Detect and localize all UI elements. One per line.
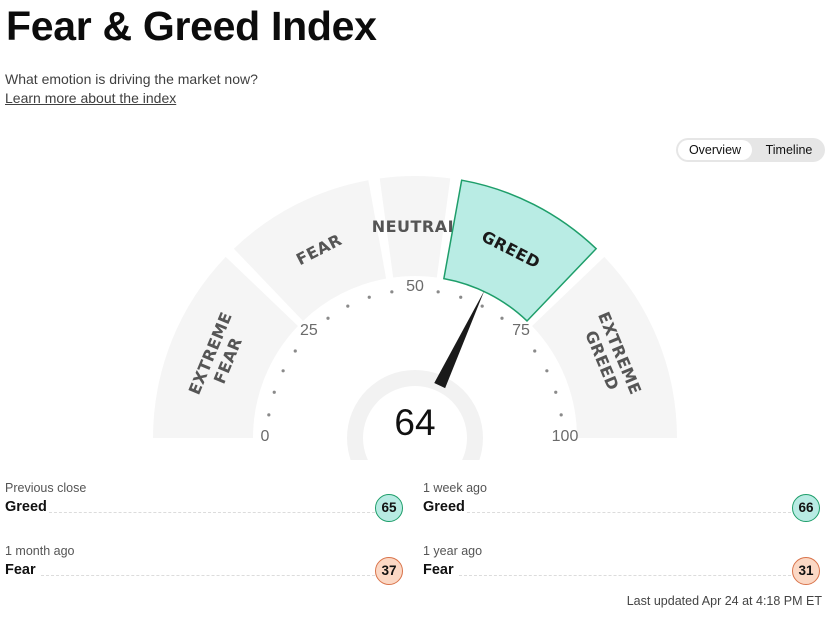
- history-rating: Greed: [5, 499, 47, 515]
- history-label: 1 month ago: [5, 544, 75, 558]
- scale-dot: [267, 413, 271, 417]
- view-toggle: Overview Timeline: [676, 138, 825, 162]
- dotted-leader: [467, 512, 791, 513]
- timeline-tab[interactable]: Timeline: [765, 143, 813, 157]
- gauge-needle: [434, 290, 485, 389]
- history-label: 1 year ago: [423, 544, 483, 558]
- scale-dot: [545, 369, 549, 373]
- last-updated: Last updated Apr 24 at 4:18 PM ET: [626, 594, 822, 608]
- history-value-badge: 65: [375, 494, 403, 522]
- history-label: 1 week ago: [423, 481, 487, 495]
- history-value-badge: 37: [375, 557, 403, 585]
- history-previous-close: Previous close Greed 65: [5, 481, 403, 531]
- scale-dot: [459, 295, 463, 299]
- scale-dot: [367, 295, 371, 299]
- segment-label-neutral: NEUTRAL: [372, 217, 459, 236]
- gauge-value: 64: [394, 402, 435, 443]
- history-1-week-ago: 1 week ago Greed 66: [423, 481, 821, 531]
- overview-tab[interactable]: Overview: [678, 140, 752, 160]
- history-rating: Fear: [423, 562, 454, 578]
- scale-label-25: 25: [300, 322, 318, 339]
- history-1-month-ago: 1 month ago Fear 37: [5, 544, 403, 594]
- scale-label-50: 50: [406, 278, 424, 295]
- segment-greed: [442, 179, 598, 323]
- scale-dot: [326, 316, 330, 320]
- segment-neutral: [379, 176, 451, 278]
- fear-greed-gauge: EXTREMEFEARFEARNEUTRALGREEDEXTREMEGREED …: [153, 176, 677, 460]
- page-title: Fear & Greed Index: [6, 3, 377, 49]
- dotted-leader: [41, 575, 375, 576]
- scale-dot: [272, 390, 276, 394]
- scale-dot: [281, 369, 285, 373]
- history-value-badge: 31: [792, 557, 820, 585]
- history-value-badge: 66: [792, 494, 820, 522]
- scale-dot: [436, 290, 440, 294]
- scale-dot: [500, 316, 504, 320]
- scale-dot: [390, 290, 394, 294]
- scale-dot: [554, 390, 558, 394]
- dotted-leader: [49, 512, 375, 513]
- scale-dot: [480, 304, 484, 308]
- dotted-leader: [459, 575, 791, 576]
- history-label: Previous close: [5, 481, 87, 495]
- history-rating: Greed: [423, 499, 465, 515]
- history-rating: Fear: [5, 562, 36, 578]
- segment-extreme-greed: [532, 256, 677, 438]
- gauge-hub: [363, 386, 467, 460]
- scale-dot: [559, 413, 563, 417]
- learn-more-link[interactable]: Learn more about the index: [5, 90, 177, 106]
- history-1-year-ago: 1 year ago Fear 31: [423, 544, 821, 594]
- scale-dot: [533, 349, 537, 353]
- scale-dot: [293, 349, 297, 353]
- scale-dot: [346, 304, 350, 308]
- page-subtitle: What emotion is driving the market now?: [5, 71, 258, 87]
- scale-label-75: 75: [512, 322, 530, 339]
- scale-label-0: 0: [261, 428, 270, 445]
- segment-extreme-fear: [153, 256, 298, 438]
- scale-label-100: 100: [552, 428, 579, 445]
- segment-fear: [233, 180, 387, 321]
